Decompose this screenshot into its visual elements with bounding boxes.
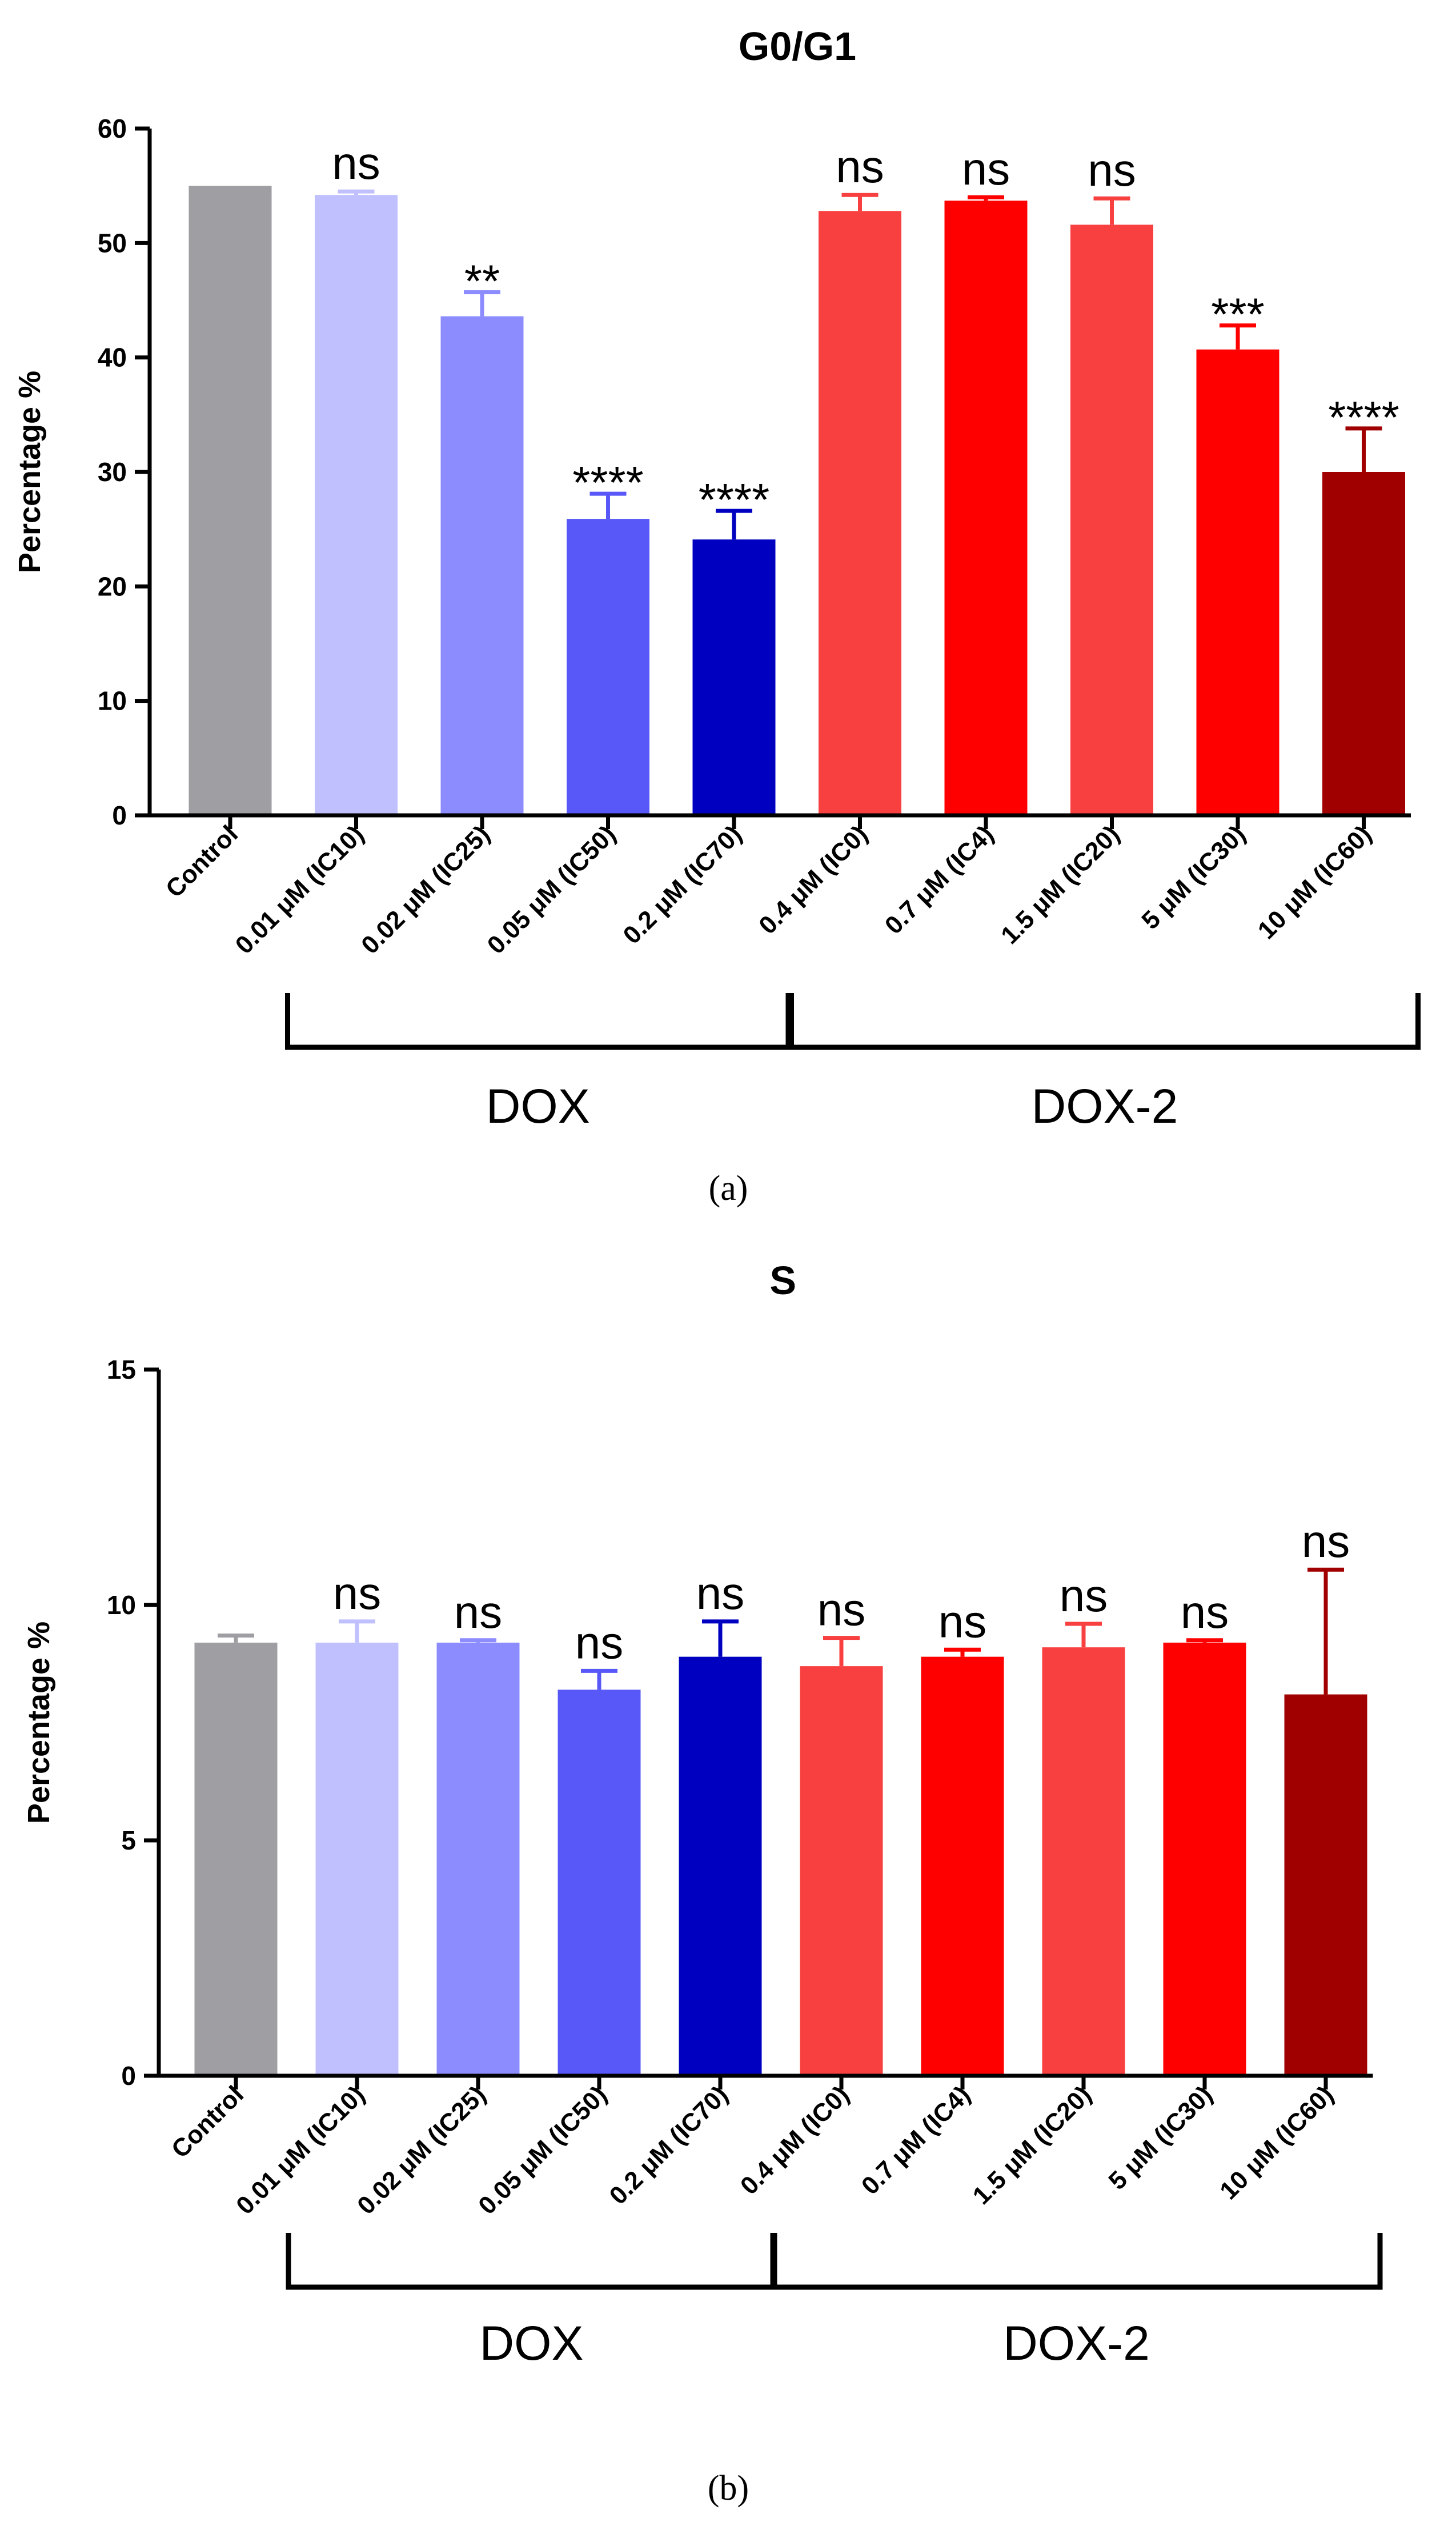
- x-tick-label-3: 0.05 μM (IC50): [482, 820, 621, 959]
- significance-label-7: ns: [1088, 145, 1136, 195]
- x-tick-label-4: 0.2 μM (IC70): [604, 2080, 733, 2210]
- y-tick-label-3: 15: [107, 1355, 136, 1384]
- group-bracket-0: [286, 2233, 777, 2290]
- significance-label-1: ns: [332, 138, 380, 189]
- y-tick-label-5: 50: [98, 228, 127, 258]
- x-tick-label-0: Control: [166, 2080, 249, 2163]
- significance-label-3: ns: [575, 1617, 624, 1668]
- chart-panel-b: S Percentage % ns ns ns ns ns ns ns ns ns 0 5 10 15 Con…: [22, 1258, 1383, 2508]
- bar-1: [315, 195, 398, 815]
- bar-6: [944, 201, 1028, 816]
- x-tick-label-7: 1.5 μM (IC20): [967, 2080, 1097, 2210]
- y-axis-label: Percentage %: [13, 371, 47, 573]
- x-tick-label-5: 0.4 μM (IC0): [735, 2080, 855, 2200]
- group-label-0: DOX: [486, 1079, 590, 1133]
- significance-label-9: ****: [1328, 392, 1399, 443]
- x-tick-label-9: 10 μM (IC60): [1214, 2080, 1339, 2205]
- y-tick-label-1: 10: [98, 686, 127, 716]
- x-tick-label-1: 0.01 μM (IC10): [230, 820, 370, 959]
- significance-label-7: ns: [1060, 1570, 1108, 1621]
- bar-4: [679, 1656, 762, 2076]
- y-tick-label-2: 10: [107, 1590, 136, 1620]
- significance-label-6: ns: [962, 143, 1010, 194]
- x-tick-label-2: 0.02 μM (IC25): [356, 820, 495, 959]
- bar-1: [315, 1642, 399, 2076]
- bar-4: [692, 539, 776, 815]
- y-axis-label: Percentage %: [22, 1622, 56, 1824]
- chart-title: S: [769, 1258, 796, 1303]
- x-tick-label-3: 0.05 μM (IC50): [473, 2080, 612, 2220]
- x-tick-label-5: 0.4 μM (IC0): [753, 820, 873, 939]
- significance-label-1: ns: [333, 1568, 382, 1619]
- bar-5: [800, 1666, 883, 2076]
- bar-7: [1070, 225, 1153, 815]
- bar-2: [440, 316, 524, 815]
- x-tick-label-7: 1.5 μM (IC20): [996, 820, 1125, 950]
- y-tick-label-0: 0: [121, 2061, 136, 2091]
- significance-label-8: ***: [1211, 289, 1264, 340]
- group-bracket-0: [285, 993, 791, 1050]
- group-label-0: DOX: [479, 2316, 583, 2370]
- group-label-1: DOX-2: [1032, 1079, 1178, 1133]
- x-tick-label-8: 5 μM (IC30): [1136, 820, 1251, 935]
- group-label-1: DOX-2: [1003, 2316, 1150, 2370]
- x-tick-label-2: 0.02 μM (IC25): [352, 2080, 491, 2220]
- y-tick-label-0: 0: [112, 800, 127, 830]
- bar-2: [436, 1642, 520, 2076]
- bar-3: [557, 1690, 641, 2076]
- significance-label-4: ****: [699, 474, 770, 525]
- panel-caption: (b): [708, 2469, 749, 2508]
- x-tick-label-4: 0.2 μM (IC70): [617, 820, 747, 950]
- bar-3: [567, 519, 649, 815]
- x-tick-label-9: 10 μM (IC60): [1253, 820, 1377, 944]
- bar-8: [1163, 1642, 1246, 2076]
- significance-label-2: ns: [454, 1587, 503, 1638]
- y-tick-label-2: 20: [98, 571, 127, 601]
- bar-5: [819, 211, 901, 815]
- significance-label-3: ****: [572, 457, 644, 508]
- y-tick-label-4: 40: [98, 343, 127, 373]
- panel-caption: (a): [709, 1169, 748, 1208]
- significance-label-2: **: [464, 255, 500, 306]
- y-tick-label-6: 60: [98, 114, 127, 143]
- x-tick-label-1: 0.01 μM (IC10): [231, 2080, 370, 2220]
- bar-8: [1196, 349, 1279, 815]
- chart-title: G0/G1: [739, 24, 856, 69]
- significance-label-8: ns: [1181, 1587, 1229, 1638]
- bar-6: [921, 1656, 1004, 2076]
- y-tick-label-1: 5: [121, 1826, 136, 1855]
- group-bracket-1: [770, 2233, 1383, 2290]
- significance-label-4: ns: [696, 1568, 745, 1619]
- group-bracket-1: [789, 993, 1421, 1050]
- bar-0: [194, 1642, 278, 2076]
- bar-9: [1322, 472, 1405, 815]
- x-tick-label-0: Control: [161, 820, 243, 903]
- y-tick-label-3: 30: [98, 457, 127, 487]
- x-tick-label-6: 0.7 μM (IC4): [856, 2080, 976, 2200]
- significance-label-5: ns: [836, 141, 884, 192]
- significance-label-9: ns: [1302, 1516, 1350, 1567]
- bar-9: [1284, 1694, 1367, 2076]
- bar-7: [1042, 1647, 1125, 2076]
- x-tick-label-6: 0.7 μM (IC4): [880, 820, 999, 939]
- significance-label-5: ns: [817, 1584, 866, 1635]
- significance-label-6: ns: [938, 1596, 987, 1647]
- x-tick-label-8: 5 μM (IC30): [1103, 2080, 1218, 2195]
- bar-0: [188, 186, 272, 816]
